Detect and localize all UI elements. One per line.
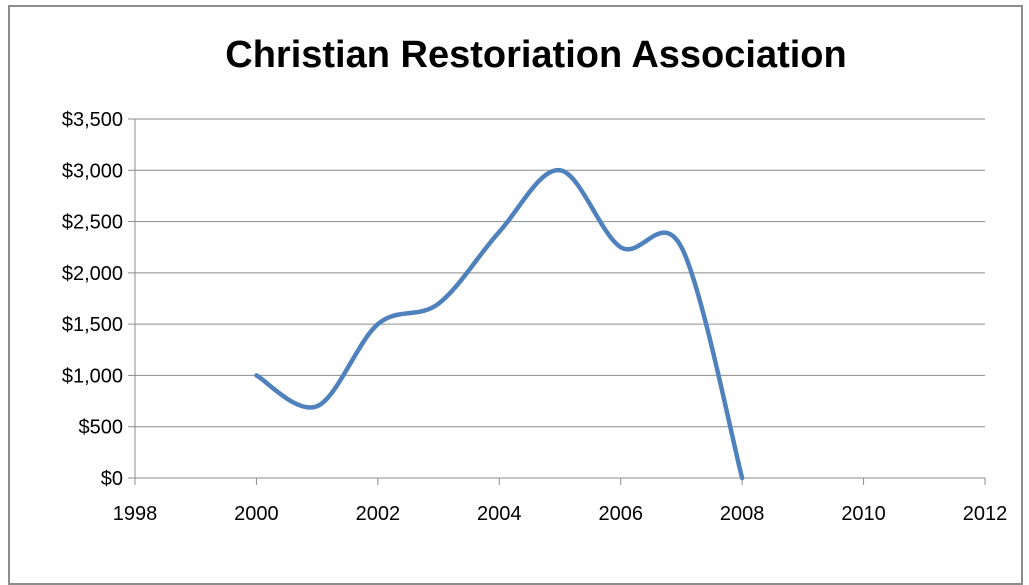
chart: Christian Restoriation Association $0 $50… xyxy=(0,0,1029,563)
x-tick-label: 2012 xyxy=(963,503,1008,525)
x-tick-label: 2008 xyxy=(720,503,765,525)
y-tick-label: $0 xyxy=(101,468,123,490)
y-tick-label: $3,500 xyxy=(62,109,123,131)
axes xyxy=(128,119,985,485)
x-tick-label: 2004 xyxy=(477,503,522,525)
x-tick-label: 2006 xyxy=(598,503,643,525)
y-tick-label: $2,000 xyxy=(62,263,123,285)
y-tick-label: $2,500 xyxy=(62,212,123,234)
x-tick-label: 2000 xyxy=(234,503,279,525)
x-tick-label: 1998 xyxy=(113,503,158,525)
y-axis-tick-labels: $0 $500 $1,000 $1,500 $2,000 $2,500 $3,000 $3,5… xyxy=(62,109,123,490)
x-tick-label: 2002 xyxy=(356,503,401,525)
x-tick-label: 2010 xyxy=(841,503,886,525)
y-tick-label: $500 xyxy=(79,417,124,439)
y-tick-label: $3,000 xyxy=(62,160,123,182)
chart-title: Christian Restoriation Association xyxy=(225,34,846,76)
y-tick-label: $1,000 xyxy=(62,365,123,387)
y-tick-label: $1,500 xyxy=(62,314,123,336)
x-axis-tick-labels: 1998 2000 2002 2004 2006 2008 2010 2012 xyxy=(113,503,1008,525)
